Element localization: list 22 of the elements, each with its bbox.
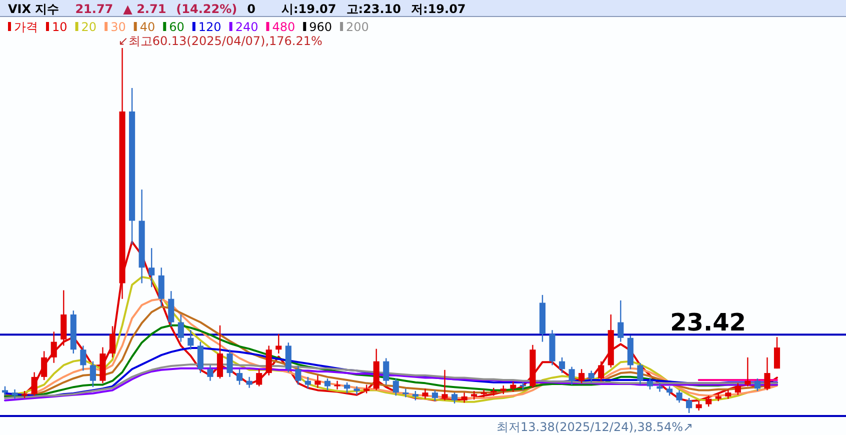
text: 21.77 [75, 2, 114, 16]
legend-label: 30 [110, 20, 126, 34]
legend-label: 40 [140, 20, 156, 34]
legend-label: 200 [346, 20, 369, 34]
text: 저:19.07 [411, 2, 466, 16]
annotation: ↙최고60.13(2025/04/07),176.21% [118, 34, 322, 48]
text: 시:19.07 [281, 2, 336, 16]
legend-label: 가격 [14, 20, 38, 34]
text: 최저13.38(2025/12/24),38.54%↗ [496, 420, 694, 434]
legend-label: 240 [235, 20, 258, 34]
text: ▲ 2.71 [123, 2, 166, 16]
legend-label: 960 [309, 20, 332, 34]
legend-label: 60 [169, 20, 184, 34]
chart-title: VIX 지수 [8, 2, 60, 16]
text: 0 [247, 2, 256, 16]
legend-label: 10 [52, 20, 68, 34]
ref-line-label: 23.42 [670, 308, 746, 337]
legend-label: 480 [272, 20, 296, 34]
text: 고:23.10 [346, 2, 402, 16]
legend-label: 120 [198, 20, 222, 34]
text: (14.22%) [176, 2, 238, 16]
legend-label: 20 [81, 20, 97, 34]
